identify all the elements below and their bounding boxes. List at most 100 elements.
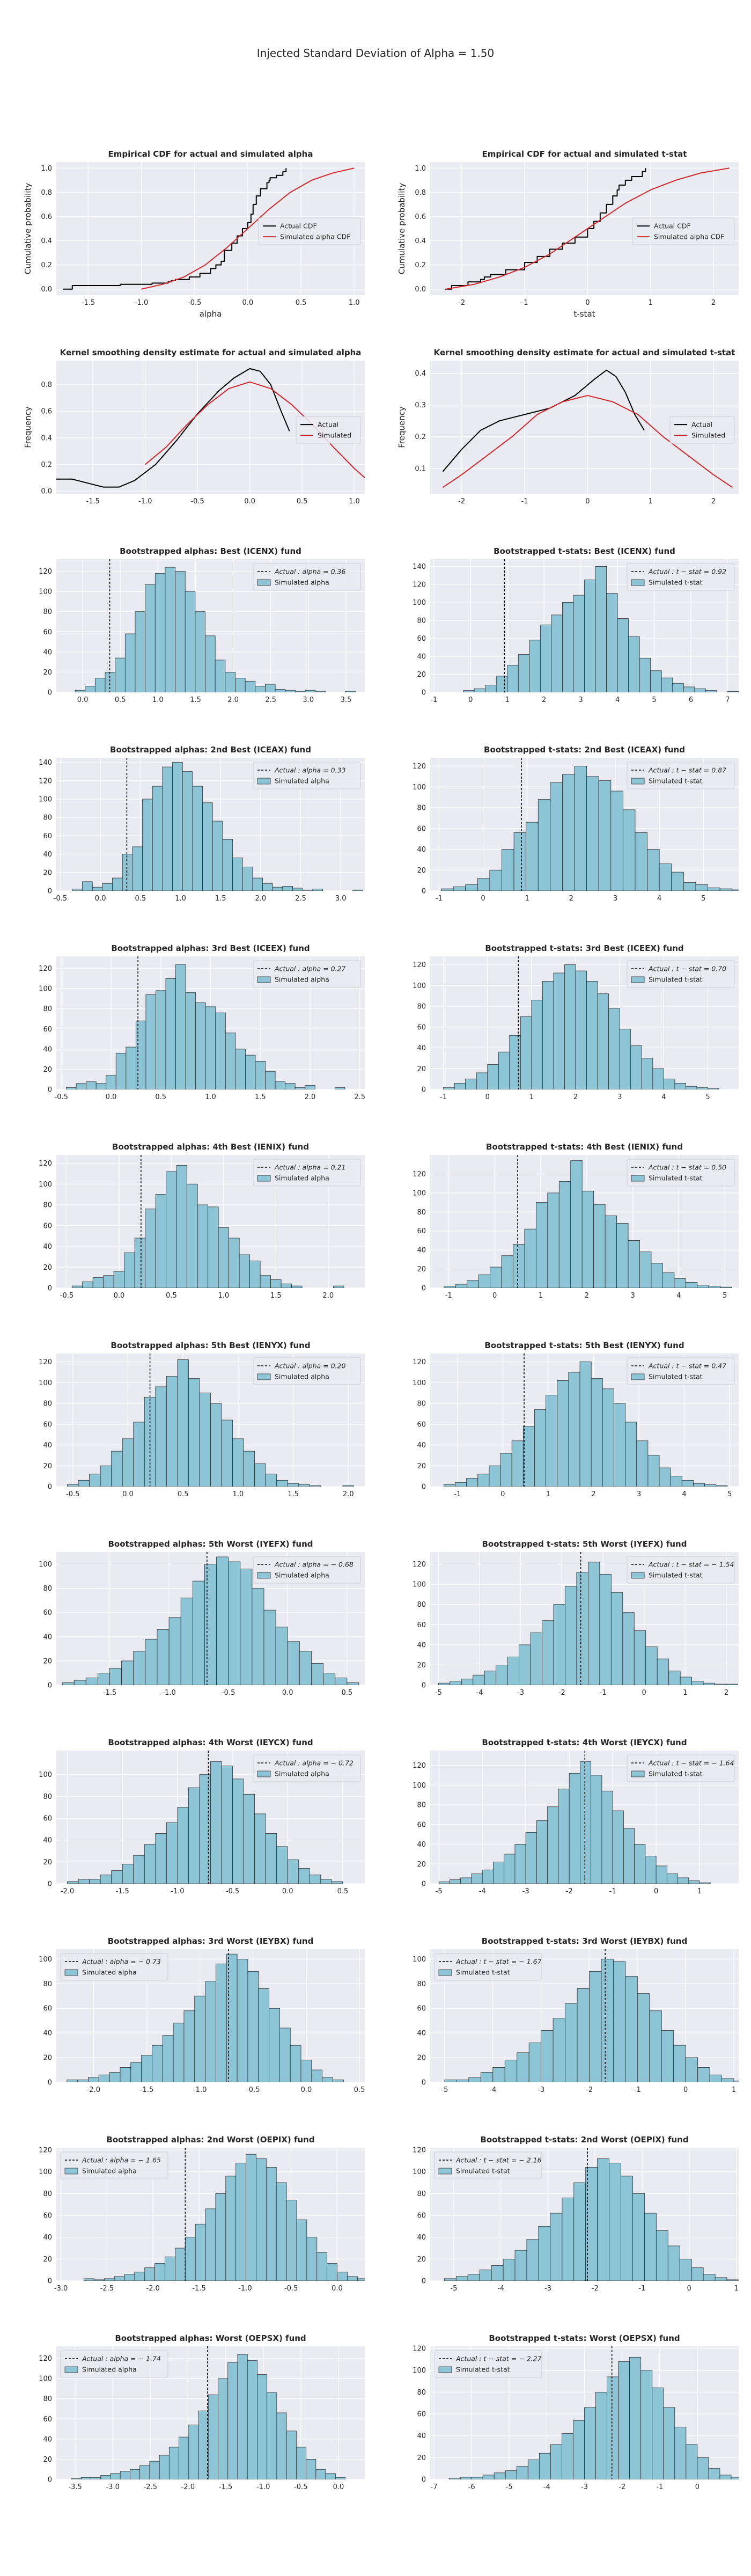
histogram-bar bbox=[312, 889, 323, 891]
y-tick-label: 0 bbox=[48, 1483, 52, 1491]
histogram-bar bbox=[100, 1875, 112, 1884]
x-tick-label: 7 bbox=[725, 696, 730, 704]
y-tick-label: 1.0 bbox=[415, 165, 426, 173]
y-tick-label: 40 bbox=[43, 1243, 52, 1251]
y-tick-label: 120 bbox=[39, 2147, 52, 2155]
legend: Actual CDF Simulated alpha CDF bbox=[632, 217, 735, 245]
histogram-bar bbox=[67, 2080, 78, 2082]
histogram-bar bbox=[152, 2045, 163, 2082]
histogram-bar bbox=[144, 2267, 156, 2281]
x-tick-label: 1.0 bbox=[175, 895, 186, 903]
histogram-bar bbox=[100, 2475, 111, 2479]
histogram-bar bbox=[78, 1879, 90, 1884]
histogram-bar bbox=[157, 1629, 170, 1685]
legend: Actual : t − stat = 0.50 Simulated t-stat bbox=[627, 1159, 735, 1187]
histogram-bar bbox=[162, 766, 173, 891]
x-tick-label: 5 bbox=[705, 1093, 710, 1101]
histogram-bar bbox=[547, 1806, 559, 1884]
legend-label: Actual CDF bbox=[654, 222, 691, 230]
histogram-bar bbox=[455, 2276, 468, 2281]
legend: Actual : alpha = 0.36 Simulated alpha bbox=[253, 563, 361, 591]
x-tick-label: -2.5 bbox=[144, 2483, 157, 2491]
histogram-bar bbox=[210, 1761, 222, 1884]
x-tick-label: 0 bbox=[585, 299, 590, 307]
x-tick-label: -5 bbox=[435, 1689, 442, 1697]
histogram-bar bbox=[465, 1079, 477, 1089]
histogram-bar bbox=[444, 1286, 456, 1288]
y-tick-label: 40 bbox=[43, 1836, 52, 1845]
subplot-22: -3.5 -3.0 -2.5 -2.0 -1.5 -1.0 -0.5 0.0 0 20 40 60 80… bbox=[39, 2333, 365, 2491]
x-tick-label: -0.5 bbox=[294, 2483, 307, 2491]
histogram-bar bbox=[606, 593, 618, 692]
histogram-bar bbox=[232, 858, 243, 891]
y-tick-label: 40 bbox=[43, 1045, 52, 1053]
histogram-bar bbox=[656, 1865, 667, 1884]
x-tick-label: 0.0 bbox=[333, 2483, 344, 2491]
histogram-bar bbox=[628, 636, 640, 692]
legend-box bbox=[60, 1953, 168, 1981]
histogram-bar bbox=[474, 688, 486, 692]
histogram-bar bbox=[550, 2444, 562, 2479]
histogram-bar bbox=[588, 1562, 600, 1685]
y-tick-label: 0.8 bbox=[41, 189, 52, 197]
y-tick-label: 120 bbox=[413, 763, 426, 771]
legend-box bbox=[60, 2151, 168, 2179]
y-tick-label: 0 bbox=[422, 2079, 426, 2087]
histogram-bar bbox=[89, 1879, 101, 1884]
histogram-bar bbox=[135, 611, 146, 692]
histogram-bar bbox=[644, 2213, 657, 2281]
y-tick-label: 80 bbox=[43, 1005, 52, 1013]
x-tick-label: -0.5 bbox=[188, 299, 201, 307]
histogram-bar bbox=[489, 869, 502, 891]
histogram-bar bbox=[216, 1964, 227, 2082]
histogram-bar bbox=[463, 690, 475, 692]
x-tick-label: 1.0 bbox=[152, 696, 164, 704]
histogram-bar bbox=[282, 886, 293, 891]
histogram-bar bbox=[622, 809, 636, 891]
x-tick-label: -0.5 bbox=[60, 1292, 73, 1300]
histogram-bar bbox=[237, 1958, 248, 2082]
histogram-bar bbox=[699, 1882, 711, 1884]
x-tick-label: 0.5 bbox=[115, 696, 126, 704]
x-tick-label: 0.0 bbox=[332, 2285, 343, 2293]
histogram-bar bbox=[591, 1775, 602, 1884]
y-tick-label: 120 bbox=[413, 1561, 426, 1569]
y-tick-label: 80 bbox=[43, 1202, 52, 1210]
y-axis-label: Frequency bbox=[397, 406, 407, 448]
legend-hist-swatch bbox=[257, 1373, 271, 1380]
histogram-bar bbox=[89, 1474, 101, 1487]
y-tick-label: 100 bbox=[413, 784, 426, 792]
histogram-bar bbox=[166, 1171, 177, 1288]
y-tick-label: 60 bbox=[417, 1421, 426, 1429]
histogram-bar bbox=[686, 1086, 697, 1089]
x-tick-label: 3 bbox=[617, 1093, 622, 1101]
histogram-bar bbox=[657, 1658, 669, 1685]
y-tick-label: 20 bbox=[417, 2256, 426, 2264]
y-tick-label: 100 bbox=[39, 1561, 52, 1569]
histogram-bar bbox=[691, 1681, 704, 1685]
legend: Actual : t − stat = 0.92 Simulated t-stat bbox=[627, 563, 735, 591]
y-tick-label: 40 bbox=[43, 648, 52, 656]
histogram-bar bbox=[680, 1677, 692, 1685]
y-tick-label: 100 bbox=[39, 1956, 52, 1964]
histogram-bar bbox=[175, 964, 186, 1089]
histogram-bar bbox=[504, 1854, 516, 1884]
histogram-bar bbox=[165, 978, 176, 1089]
y-tick-label: 100 bbox=[39, 2168, 52, 2176]
x-tick-label: 2.0 bbox=[255, 895, 267, 903]
subplot-title: Bootstrapped alphas: Best (ICENX) fund bbox=[120, 546, 301, 556]
histogram-bar bbox=[465, 884, 478, 891]
histogram-bar bbox=[195, 611, 205, 692]
legend-hist-label: Simulated alpha bbox=[275, 1174, 329, 1182]
histogram-bar bbox=[103, 1275, 114, 1288]
histogram-bar bbox=[663, 1079, 675, 1089]
legend-hist-swatch bbox=[257, 1770, 271, 1777]
histogram-bar bbox=[525, 1832, 537, 1884]
histogram-bar bbox=[576, 1572, 588, 1685]
histogram-bar bbox=[188, 1378, 200, 1487]
y-tick-label: 40 bbox=[417, 1641, 426, 1649]
histogram-bar bbox=[155, 1194, 167, 1288]
histogram-bar bbox=[311, 2069, 323, 2082]
x-tick-label: 1.0 bbox=[205, 1093, 216, 1101]
